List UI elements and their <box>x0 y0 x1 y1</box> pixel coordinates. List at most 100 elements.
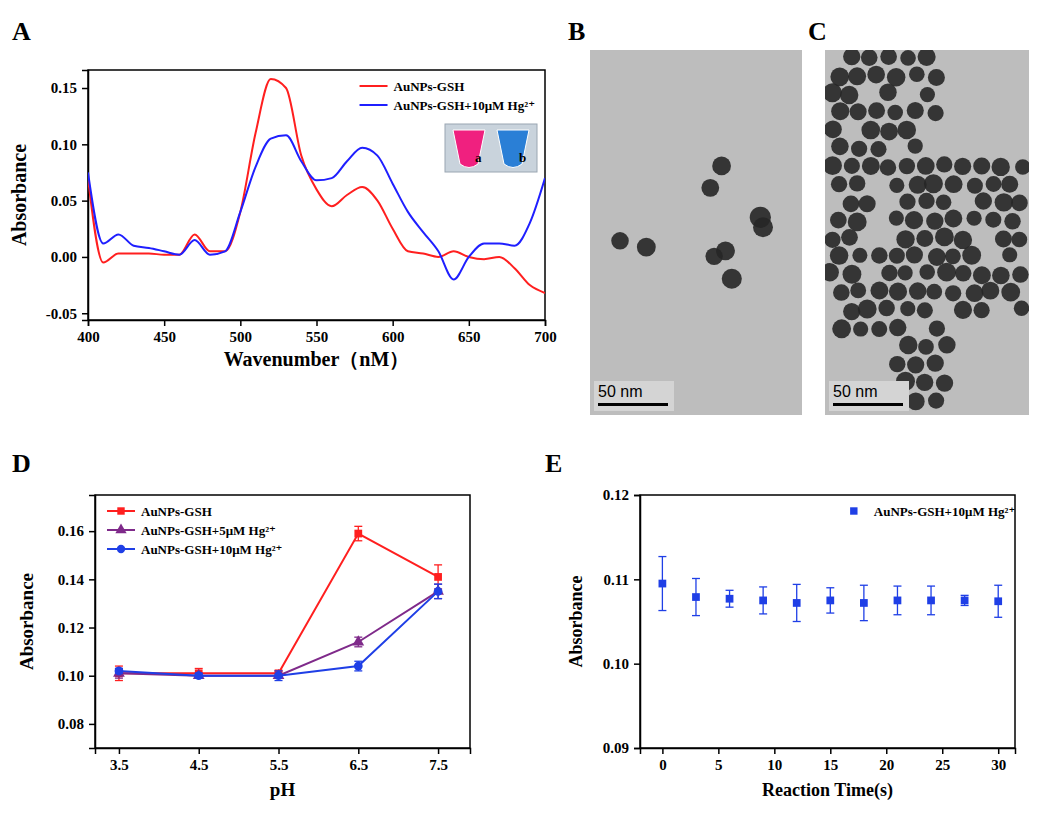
error-bar-part <box>434 584 442 585</box>
particle <box>878 300 895 317</box>
x-tick: 650 <box>458 320 481 345</box>
particle <box>917 302 933 318</box>
particle <box>1001 283 1020 302</box>
legend-item: AuNPs-GSH+10μM Hg²⁺ <box>107 542 282 557</box>
particle <box>889 178 904 193</box>
y-tick: 0.10 <box>58 668 95 684</box>
particle <box>945 175 963 193</box>
particle <box>1002 247 1017 262</box>
particle <box>701 179 719 197</box>
x-tick: 3.5 <box>110 748 129 773</box>
x-tick: 10 <box>767 748 782 773</box>
panel-letter: A <box>12 17 31 46</box>
particle <box>1012 266 1029 283</box>
particle <box>841 229 858 246</box>
y-tick: 0.12 <box>603 487 640 503</box>
particle <box>825 232 841 248</box>
x-axis-title: Reaction Time(s) <box>762 780 893 801</box>
x-tick: 500 <box>230 320 253 345</box>
error-bar <box>275 671 283 681</box>
x-tick: 5.5 <box>270 748 289 773</box>
y-axis: -0.050.000.050.100.15 <box>46 71 89 322</box>
particle <box>889 283 907 301</box>
micrograph-background <box>825 50 1029 415</box>
legend-label: AuNPs-GSH+10μM Hg²⁺ <box>141 542 282 557</box>
error-bar <box>692 578 700 615</box>
y-tick: 0.05 <box>51 193 88 209</box>
particle <box>881 265 897 281</box>
error-bar-part <box>354 526 362 527</box>
data-point <box>659 580 667 588</box>
x-tick-mark <box>240 320 242 326</box>
x-tick-mark <box>358 748 360 754</box>
particle <box>825 83 842 102</box>
particle <box>995 193 1013 211</box>
x-tick: 15 <box>823 748 838 773</box>
data-layer <box>88 79 545 293</box>
particle <box>843 265 862 284</box>
data-layer <box>113 526 444 680</box>
data-point <box>113 667 125 677</box>
plot-frame <box>95 495 470 748</box>
particle <box>852 248 867 263</box>
inset-background <box>445 124 537 172</box>
panel-0: 400450500550600650700-0.050.000.050.100.… <box>8 70 557 370</box>
particle <box>861 50 878 66</box>
x-tick-mark <box>198 748 200 754</box>
x-tick-mark <box>278 748 280 754</box>
error-bar-part <box>826 587 834 588</box>
x-tick-mark <box>942 748 944 754</box>
series-line <box>88 79 545 293</box>
x-tick-mark <box>662 748 664 754</box>
x-tick: 30 <box>991 748 1006 773</box>
legend-item: AuNPs-GSH+10μM Hg²⁺ <box>850 504 1015 519</box>
error-bar-part <box>692 615 700 616</box>
x-tick: 6.5 <box>349 748 368 773</box>
y-tick: 0.10 <box>51 137 88 153</box>
particle <box>850 103 867 120</box>
legend-item: AuNPs-GSH+5μM Hg²⁺ <box>107 523 276 538</box>
data-point <box>826 597 834 605</box>
y-tick-label: 0.09 <box>603 740 629 756</box>
particle <box>880 50 897 65</box>
particle <box>849 175 865 191</box>
particle <box>905 211 923 229</box>
legend-line <box>360 104 388 106</box>
x-axis-line <box>96 749 471 755</box>
particle <box>851 141 867 157</box>
particle <box>844 158 860 174</box>
error-bar-part <box>658 610 666 611</box>
particle <box>840 86 858 104</box>
particle <box>850 283 866 299</box>
figure: 400450500550600650700-0.050.000.050.100.… <box>0 0 1037 816</box>
particle <box>871 321 887 337</box>
error-bar-part <box>893 585 901 586</box>
x-tick-label: 450 <box>153 329 176 345</box>
x-tick-label: 6.5 <box>349 757 368 773</box>
x-tick-label: 15 <box>823 757 838 773</box>
particle <box>862 157 880 175</box>
panel-letter: B <box>568 17 585 46</box>
particle <box>831 138 849 156</box>
particle <box>825 263 839 281</box>
particle <box>889 356 905 372</box>
particle <box>843 50 860 65</box>
particle <box>832 319 851 338</box>
error-bar-part <box>658 556 666 557</box>
y-tick-label: 0.08 <box>58 716 84 732</box>
particle <box>898 265 913 280</box>
data-point <box>860 599 868 607</box>
series-line <box>88 135 545 279</box>
particle <box>637 238 656 257</box>
legend-item: AuNPs-GSH+10μM Hg²⁺ <box>360 98 535 113</box>
inset-label: a <box>475 150 482 165</box>
particle <box>879 83 896 100</box>
error-bar <box>759 587 767 614</box>
particle <box>868 102 885 119</box>
x-axis-title: Wavenumber（nM） <box>224 348 410 370</box>
particle <box>973 157 990 174</box>
particle <box>889 248 905 264</box>
error-bar-part <box>759 586 767 587</box>
panel-letter: E <box>545 449 562 478</box>
y-tick-label: 0.10 <box>603 656 629 672</box>
